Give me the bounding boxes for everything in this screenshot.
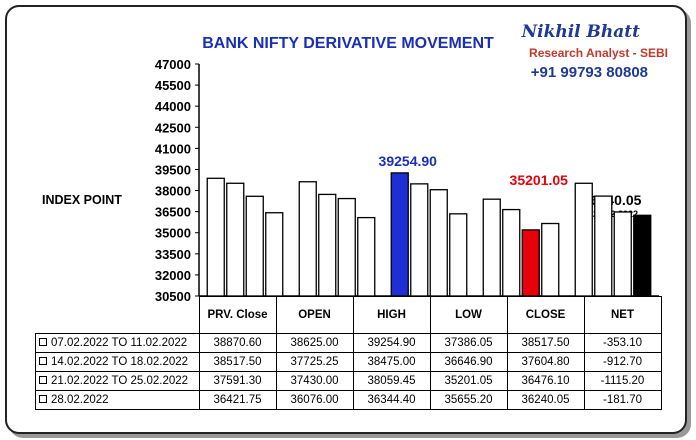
col-header-open: OPEN [275, 296, 354, 334]
table-cell: 37386.05 [429, 333, 508, 353]
table-cell: 35655.20 [429, 390, 508, 410]
table-cell: 38517.50 [198, 352, 277, 372]
table-cell: 38059.45 [352, 371, 431, 391]
row-label-text: 14.02.2022 TO 18.02.2022 [51, 356, 189, 368]
row-label: 07.02.2022 TO 11.02.2022 [35, 333, 200, 353]
bar-prvclose-3 [265, 212, 284, 297]
y-axis-label: INDEX POINT [42, 193, 122, 207]
table-cell: 37591.30 [198, 371, 277, 391]
table-cell: 36076.00 [275, 390, 354, 410]
brand-name: Nikhil Bhatt [521, 22, 640, 42]
bar-high-1 [410, 183, 429, 297]
y-tick-label: 42500 [155, 120, 191, 135]
y-tick-label: 38000 [155, 184, 191, 199]
table-row: 28.02.2022 36421.75 36076.00 36344.40 35655.… [35, 390, 662, 410]
y-tick-label: 36500 [155, 205, 191, 220]
bar-prvclose-2 [245, 195, 264, 297]
bar-close-3 [633, 214, 652, 297]
row-label-text: 07.02.2022 TO 11.02.2022 [51, 337, 188, 349]
low-value-label: 35201.05 [510, 172, 569, 188]
table-cell: 38870.60 [198, 333, 277, 353]
bar-open-1 [318, 193, 337, 297]
table-cell: -1115.20 [583, 371, 662, 391]
bar-low-0 [482, 198, 501, 297]
bar-low-3 [541, 222, 560, 297]
bar-high-0 [390, 172, 409, 297]
table-corner [36, 297, 200, 334]
table-cell: 38475.00 [352, 352, 431, 372]
col-header-prv-close: PRV. Close [198, 296, 277, 334]
table-cell: -353.10 [583, 333, 662, 353]
y-tick-label: 32000 [155, 268, 191, 283]
bar-open-2 [337, 197, 356, 297]
table-cell: 36646.90 [429, 352, 508, 372]
table-cell: 37430.00 [275, 371, 354, 391]
brand-phone: +91 99793 80808 [530, 64, 648, 81]
row-label-text: 28.02.2022 [51, 394, 109, 406]
row-label: 28.02.2022 [35, 390, 200, 410]
chart-title: BANK NIFTY DERIVATIVE MOVEMENT [202, 35, 494, 52]
row-label-text: 21.02.2022 TO 25.02.2022 [51, 375, 189, 387]
bar-prvclose-1 [226, 182, 245, 297]
table-row: 07.02.2022 TO 11.02.2022 38870.60 38625.00… [35, 333, 662, 353]
y-tick-label: 33500 [155, 247, 191, 262]
bar-high-2 [429, 189, 448, 297]
table-cell: -181.70 [583, 390, 662, 410]
table-cell: 36476.10 [506, 371, 585, 391]
table-cell: 38517.50 [506, 333, 585, 353]
legend-swatch-icon [39, 356, 47, 365]
high-value-label: 39254.90 [379, 153, 438, 169]
bar-prvclose-0 [206, 177, 225, 297]
bar-close-1 [594, 195, 613, 297]
bar-close-2 [613, 211, 632, 297]
table-header-row: PRV. Close OPEN HIGH LOW CLOSE NET [36, 296, 662, 334]
y-tick-label: 35000 [155, 226, 191, 241]
y-tick-label: 30500 [155, 289, 191, 304]
brand-subtitle: Research Analyst - SEBI [529, 46, 668, 60]
legend-swatch-icon [39, 375, 47, 384]
y-tick-label: 39500 [155, 162, 191, 177]
col-header-close: CLOSE [506, 296, 585, 334]
table-row: 14.02.2022 TO 18.02.2022 38517.50 37725.25… [35, 352, 662, 372]
bar-open-0 [298, 181, 317, 297]
y-tick-label: 45500 [155, 78, 191, 93]
table-row: 21.02.2022 TO 25.02.2022 37591.30 37430.00… [35, 371, 662, 391]
row-label: 21.02.2022 TO 25.02.2022 [35, 371, 200, 391]
col-header-low: LOW [429, 296, 508, 334]
col-header-net: NET [583, 296, 662, 334]
bar-high-3 [449, 213, 468, 297]
legend-swatch-icon [39, 337, 47, 346]
bar-open-3 [357, 216, 376, 297]
table-cell: 36240.05 [506, 390, 585, 410]
row-label: 14.02.2022 TO 18.02.2022 [35, 352, 200, 372]
y-tick-label: 41000 [155, 141, 191, 156]
table-cell: 38625.00 [275, 333, 354, 353]
col-header-high: HIGH [352, 296, 431, 334]
table-cell: 36421.75 [198, 390, 277, 410]
bar-close-0 [574, 182, 593, 297]
table-cell: 39254.90 [352, 333, 431, 353]
table-cell: -912.70 [583, 352, 662, 372]
legend-swatch-icon [39, 394, 47, 403]
table-cell: 35201.05 [429, 371, 508, 391]
data-table: PRV. Close OPEN HIGH LOW CLOSE NET 07.02… [35, 296, 662, 410]
bar-low-1 [502, 208, 521, 297]
table-cell: 37604.80 [506, 352, 585, 372]
table-cell: 36344.40 [352, 390, 431, 410]
bar-low-2 [521, 229, 540, 297]
table-cell: 37725.25 [275, 352, 354, 372]
y-tick-label: 44000 [155, 99, 191, 114]
y-tick-label: 47000 [155, 57, 191, 72]
